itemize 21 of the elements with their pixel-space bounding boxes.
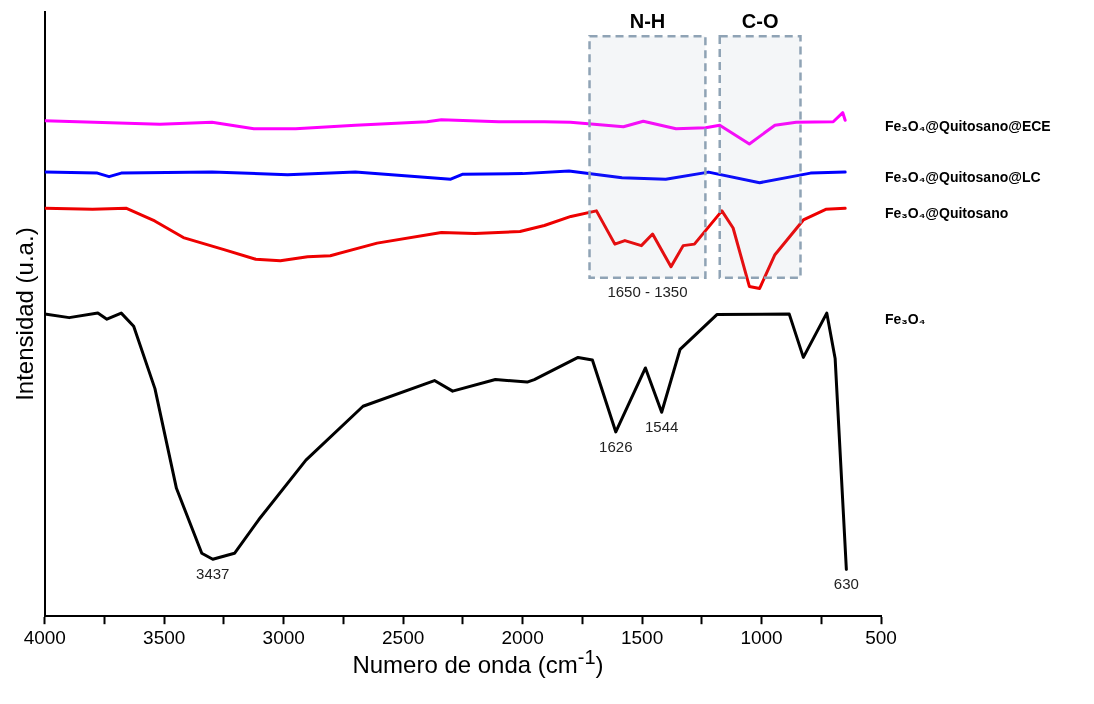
text: Fe₃O₄ bbox=[885, 310, 926, 327]
x-tick-label: 500 bbox=[865, 626, 897, 648]
x-tick-label: 1000 bbox=[740, 626, 783, 648]
band-label: C-O bbox=[741, 9, 779, 32]
x-tick-label: 2000 bbox=[501, 626, 544, 648]
text: Fe₃O₄@Quitosano@LC bbox=[885, 168, 1041, 185]
x-axis-title: Numero de onda (cm$^{-1}$) bbox=[351, 646, 605, 679]
annotation: 1544 bbox=[644, 417, 679, 435]
x-tick-label: 1500 bbox=[620, 626, 664, 648]
x-tick-label: 4000 bbox=[23, 626, 66, 648]
x-tick-label: 3000 bbox=[262, 626, 305, 648]
text: Fe₃O₄@Quitosano@ECE bbox=[885, 117, 1051, 134]
annotation: 1626 bbox=[599, 437, 633, 455]
annotation: 1650 - 1350 bbox=[607, 283, 688, 301]
text: Fe₃O₄@Quitosano bbox=[885, 205, 1009, 222]
annotation: 3437 bbox=[196, 564, 230, 582]
band-label: N-H bbox=[629, 9, 666, 32]
y-axis-title: Intensidad (u.a.) bbox=[11, 227, 39, 401]
x-tick-label: 3500 bbox=[143, 626, 186, 648]
x-tick-label: 2500 bbox=[382, 626, 425, 648]
annotation: 630 bbox=[833, 575, 859, 593]
